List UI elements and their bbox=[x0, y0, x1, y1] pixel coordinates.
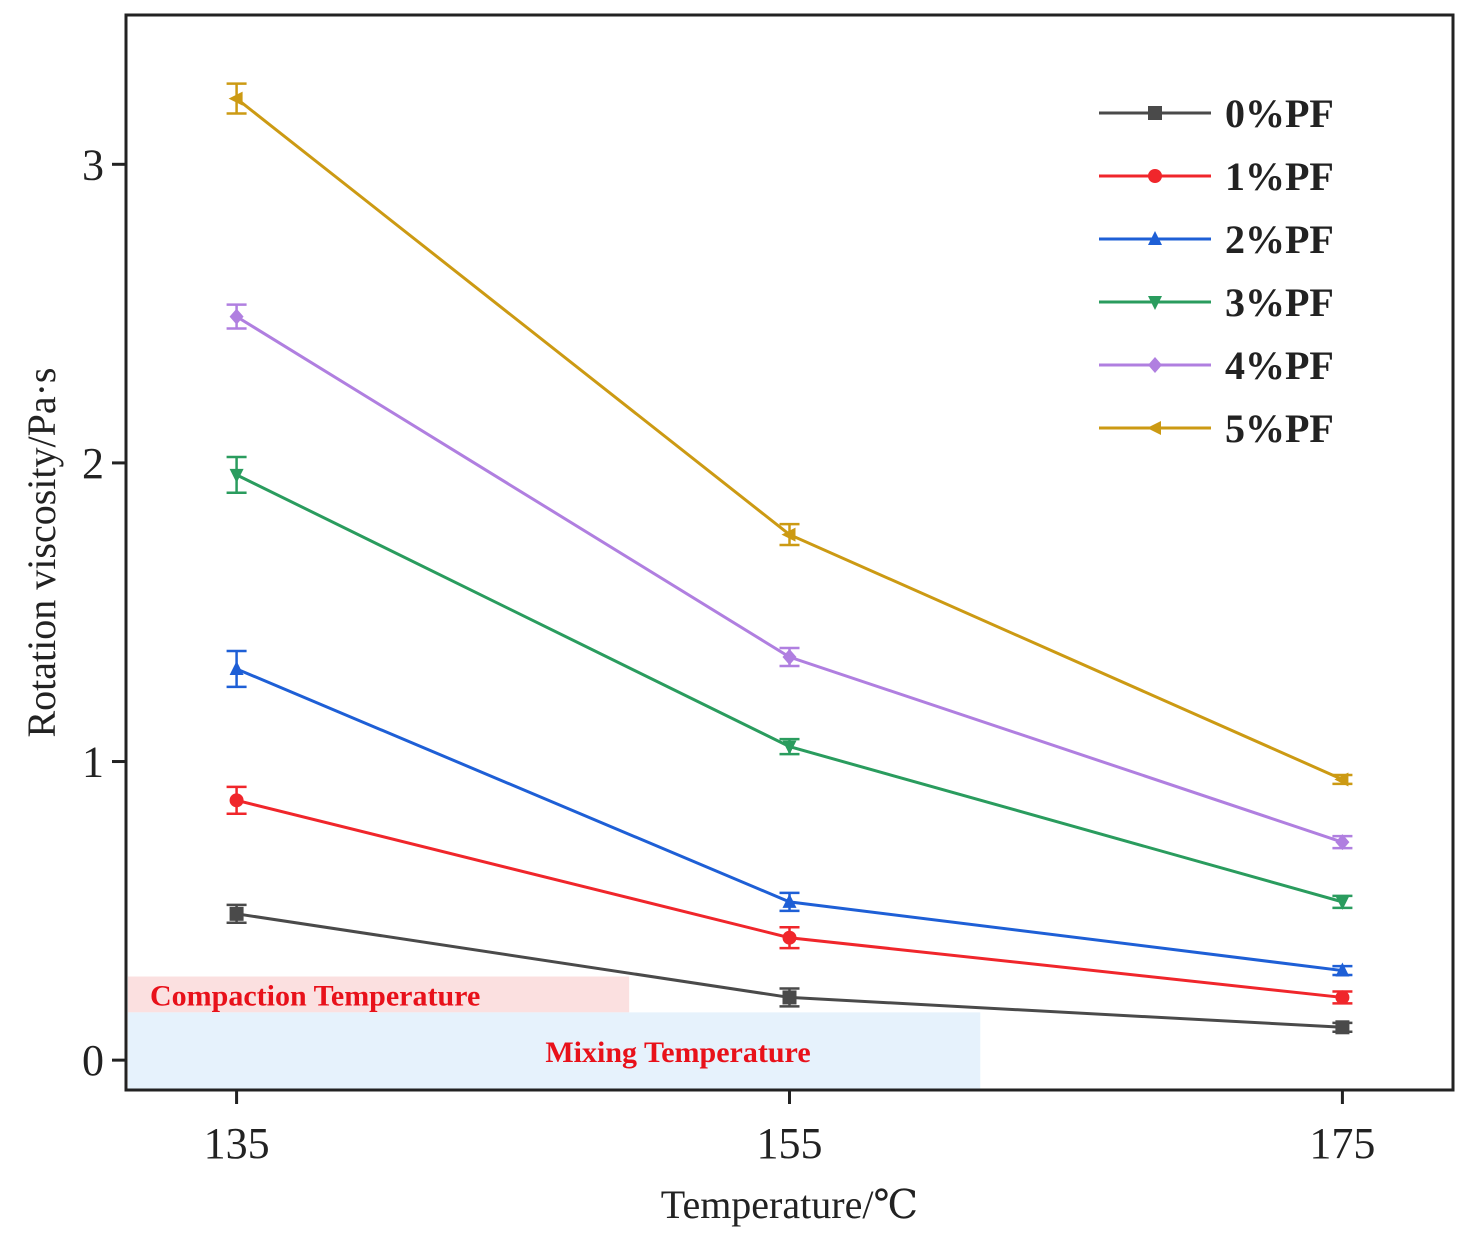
data-point bbox=[782, 740, 797, 755]
series-1%PF bbox=[226, 785, 1353, 1005]
x-tick-label: 135 bbox=[204, 1119, 270, 1168]
data-point bbox=[1334, 772, 1349, 787]
band-1 bbox=[128, 1012, 981, 1090]
y-tick-label: 3 bbox=[82, 140, 104, 189]
data-point bbox=[781, 527, 796, 542]
legend-marker bbox=[1147, 421, 1161, 435]
legend-label: 3%PF bbox=[1225, 280, 1334, 325]
data-point bbox=[229, 660, 244, 675]
series-line bbox=[236, 667, 1343, 973]
data-point bbox=[229, 468, 244, 483]
data-point bbox=[1335, 962, 1350, 977]
y-tick-label: 1 bbox=[82, 738, 104, 787]
x-axis-title: Temperature/℃ bbox=[661, 1182, 918, 1227]
data-point bbox=[1335, 895, 1350, 910]
series-5%PF bbox=[226, 82, 1353, 787]
data-point bbox=[782, 649, 797, 666]
axis-ticks: 135 155 175 0 1 2 3 bbox=[82, 140, 1375, 1168]
legend-marker bbox=[1148, 169, 1162, 183]
data-point bbox=[1335, 834, 1350, 851]
y-tick-label: 0 bbox=[82, 1036, 104, 1085]
compaction-temperature-label: Compaction Temperature bbox=[150, 979, 480, 1012]
legend-item-0%PF: 0%PF bbox=[1099, 91, 1334, 136]
data-point bbox=[782, 893, 797, 908]
data-point bbox=[228, 91, 243, 106]
series-line bbox=[235, 315, 1343, 844]
data-point bbox=[229, 906, 244, 921]
legend-label: 4%PF bbox=[1225, 343, 1334, 388]
legend-marker bbox=[1148, 357, 1162, 373]
data-point bbox=[1335, 1020, 1350, 1035]
data-series bbox=[226, 82, 1353, 1035]
legend-label: 0%PF bbox=[1225, 91, 1334, 136]
legend-item-2%PF: 2%PF bbox=[1099, 217, 1334, 262]
legend-label: 2%PF bbox=[1225, 217, 1334, 262]
legend-marker bbox=[1148, 106, 1162, 120]
data-point bbox=[782, 930, 797, 945]
data-point bbox=[229, 793, 244, 808]
data-point bbox=[782, 990, 797, 1005]
series-3%PF bbox=[226, 455, 1353, 910]
temperature-bands: Compaction Temperature Mixing Temperature bbox=[128, 976, 981, 1090]
band-0 bbox=[128, 976, 630, 1013]
legend-label: 5%PF bbox=[1225, 406, 1334, 451]
legend: 0%PF 1%PF 2%PF 3%PF 4%PF 5%PF bbox=[1099, 91, 1334, 451]
legend-item-5%PF: 5%PF bbox=[1099, 406, 1334, 451]
legend-item-1%PF: 1%PF bbox=[1099, 154, 1334, 199]
y-axis-title: Rotation viscosity/Pa·s bbox=[19, 368, 64, 738]
legend-marker bbox=[1148, 231, 1162, 245]
legend-item-3%PF: 3%PF bbox=[1099, 280, 1334, 325]
data-point bbox=[229, 308, 244, 325]
y-tick-label: 2 bbox=[82, 439, 104, 488]
data-point bbox=[1335, 990, 1350, 1005]
legend-marker bbox=[1148, 296, 1162, 310]
plot-frame bbox=[124, 13, 1455, 1092]
x-tick-label: 175 bbox=[1309, 1119, 1375, 1168]
legend-label: 1%PF bbox=[1225, 154, 1334, 199]
legend-item-4%PF: 4%PF bbox=[1099, 343, 1334, 388]
series-line bbox=[235, 97, 1344, 781]
series-2%PF bbox=[226, 649, 1353, 977]
x-tick-label: 155 bbox=[757, 1119, 823, 1168]
series-0%PF bbox=[226, 903, 1353, 1035]
series-4%PF bbox=[226, 303, 1353, 851]
mixing-temperature-label: Mixing Temperature bbox=[545, 1036, 810, 1069]
